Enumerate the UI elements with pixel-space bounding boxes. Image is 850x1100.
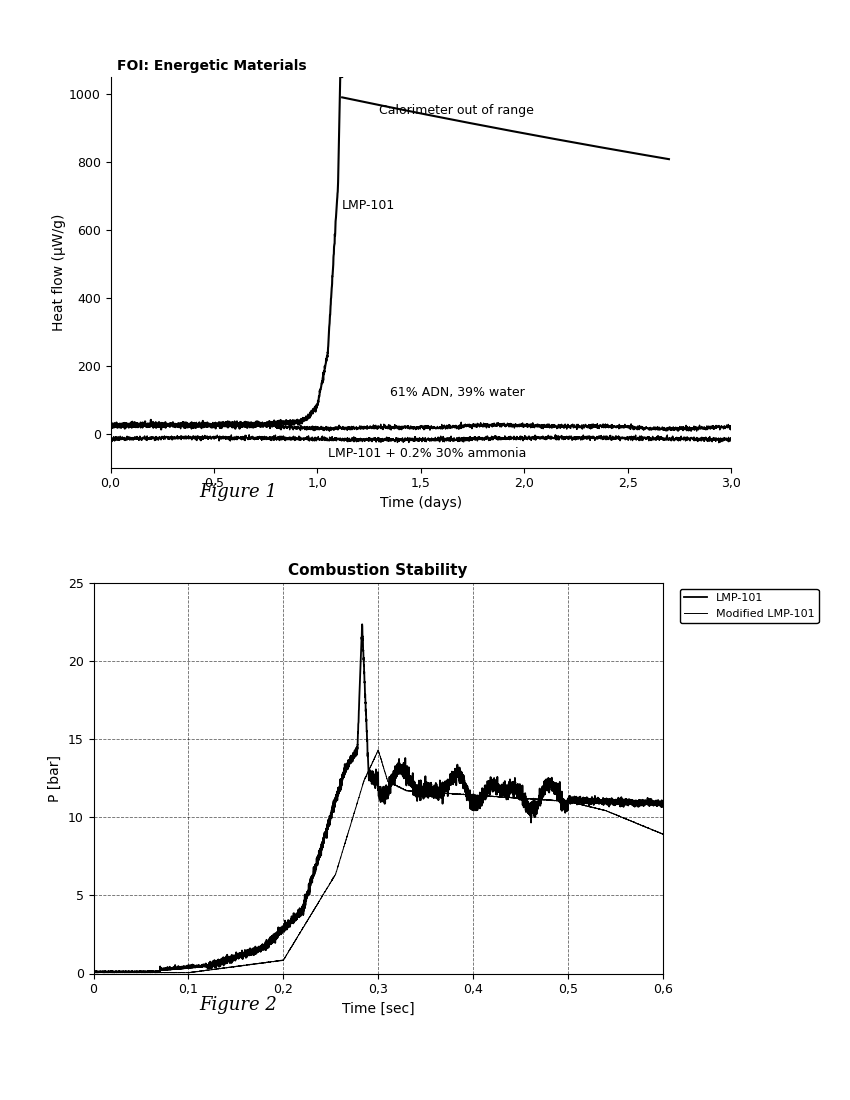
LMP-101 — [224, 952, 234, 965]
Text: 61% ADN, 39% water: 61% ADN, 39% water — [389, 386, 524, 399]
X-axis label: Time (days): Time (days) — [380, 496, 462, 509]
Modified LMP-101 — [184, 966, 194, 979]
Text: Figure 1: Figure 1 — [199, 483, 277, 502]
LMP-101 — [88, 965, 99, 978]
Text: Figure 2: Figure 2 — [199, 996, 277, 1014]
Modified LMP-101 — [373, 744, 383, 757]
LMP-101 — [221, 954, 231, 967]
Line: Modified LMP-101: Modified LMP-101 — [94, 750, 663, 972]
Modified LMP-101 — [654, 826, 664, 839]
Modified LMP-101 — [343, 824, 354, 837]
Modified LMP-101 — [224, 960, 234, 974]
Text: LMP-101: LMP-101 — [343, 199, 395, 212]
Line: LMP-101: LMP-101 — [94, 625, 663, 972]
Y-axis label: Heat flow (μW/g): Heat flow (μW/g) — [52, 213, 66, 331]
LMP-101 — [654, 796, 664, 810]
Legend: LMP-101, Modified LMP-101: LMP-101, Modified LMP-101 — [680, 588, 819, 623]
Modified LMP-101 — [227, 960, 237, 974]
LMP-101 — [658, 795, 668, 808]
Modified LMP-101 — [658, 827, 668, 840]
Modified LMP-101 — [221, 961, 231, 975]
Modified LMP-101 — [88, 966, 99, 979]
Text: LMP-101 + 0.2% 30% ammonia: LMP-101 + 0.2% 30% ammonia — [327, 448, 526, 460]
Y-axis label: P [bar]: P [bar] — [48, 755, 62, 802]
Modified LMP-101 — [303, 913, 314, 926]
LMP-101 — [357, 618, 367, 631]
Title: Combustion Stability: Combustion Stability — [288, 563, 468, 578]
X-axis label: Time [sec]: Time [sec] — [342, 1002, 415, 1015]
Text: FOI: Energetic Materials: FOI: Energetic Materials — [116, 59, 306, 73]
LMP-101 — [343, 757, 354, 770]
Text: Calorimeter out of range: Calorimeter out of range — [379, 104, 535, 118]
LMP-101 — [227, 950, 237, 964]
LMP-101 — [117, 966, 128, 979]
LMP-101 — [303, 884, 314, 898]
